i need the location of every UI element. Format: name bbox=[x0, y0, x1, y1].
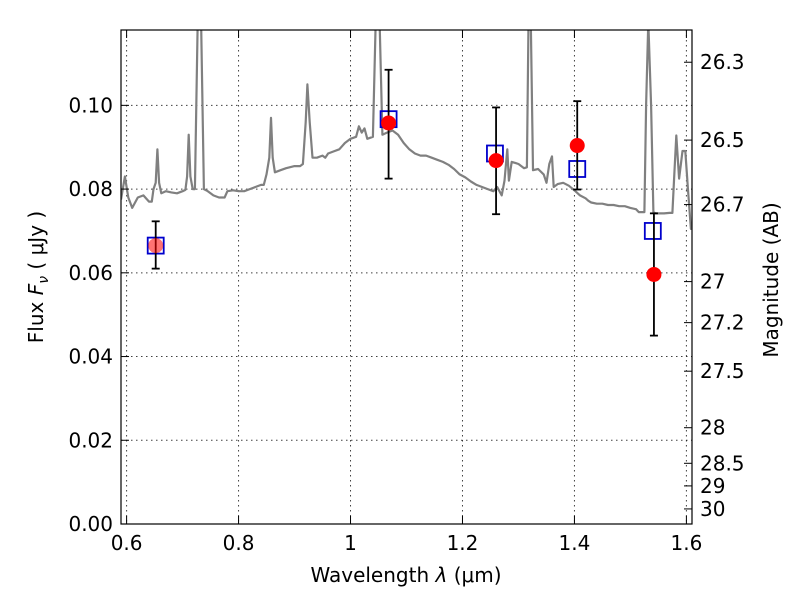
y-tick-label: 0.04 bbox=[68, 345, 113, 369]
y2-tick-label: 27 bbox=[700, 270, 725, 294]
y-tick-label: 0.02 bbox=[68, 428, 113, 452]
observed-flux-point bbox=[488, 153, 504, 169]
x-tick-label: 0.6 bbox=[111, 531, 143, 555]
error-bars bbox=[151, 68, 658, 337]
plot-area bbox=[121, 30, 692, 337]
y2-tick-label: 26.5 bbox=[700, 128, 745, 152]
x-tick-label: 1.2 bbox=[447, 531, 479, 555]
y-axis-label: Flux Fν ( μJy ) bbox=[24, 211, 52, 343]
model-spectrum-line bbox=[121, 30, 692, 230]
x-axis-ticks: 0.6 0.8 1 1.2 1.4 1.6 bbox=[111, 30, 702, 555]
plot-frame bbox=[120, 29, 693, 525]
observed-flux-point bbox=[381, 115, 397, 131]
y2-tick-label: 30 bbox=[700, 497, 725, 521]
y2-tick-label: 27.2 bbox=[700, 311, 745, 335]
observed-flux-point bbox=[646, 266, 662, 282]
x-tick-label: 1.4 bbox=[559, 531, 591, 555]
y2-tick-label: 27.5 bbox=[700, 359, 745, 383]
model-flux-square bbox=[643, 222, 662, 240]
y2-tick-label: 28.5 bbox=[700, 451, 745, 475]
y2-tick-label: 29 bbox=[700, 474, 725, 498]
y-tick-label: 0.00 bbox=[68, 512, 113, 536]
y2-tick-label: 28 bbox=[700, 416, 725, 440]
y2-tick-label: 26.3 bbox=[700, 50, 745, 74]
y-axis-ticks: 0.00 0.02 0.04 0.06 0.08 0.10 bbox=[68, 93, 129, 536]
y-tick-label: 0.08 bbox=[68, 177, 113, 201]
observed-photometry-markers bbox=[148, 115, 662, 282]
y2-tick-label: 26.7 bbox=[700, 193, 745, 217]
x-tick-label: 1.6 bbox=[670, 531, 702, 555]
observed-flux-point bbox=[148, 238, 164, 254]
y-tick-label: 0.10 bbox=[68, 93, 113, 117]
y2-axis-label: Magnitude (AB) bbox=[759, 202, 783, 357]
grid-lines bbox=[121, 30, 692, 525]
model-photometry-markers bbox=[146, 110, 662, 255]
x-axis-label: Wavelength λ (μm) bbox=[310, 563, 501, 587]
observed-flux-point bbox=[569, 138, 585, 154]
x-tick-label: 1 bbox=[344, 531, 357, 555]
x-tick-label: 0.8 bbox=[223, 531, 255, 555]
y-tick-label: 0.06 bbox=[68, 261, 113, 285]
